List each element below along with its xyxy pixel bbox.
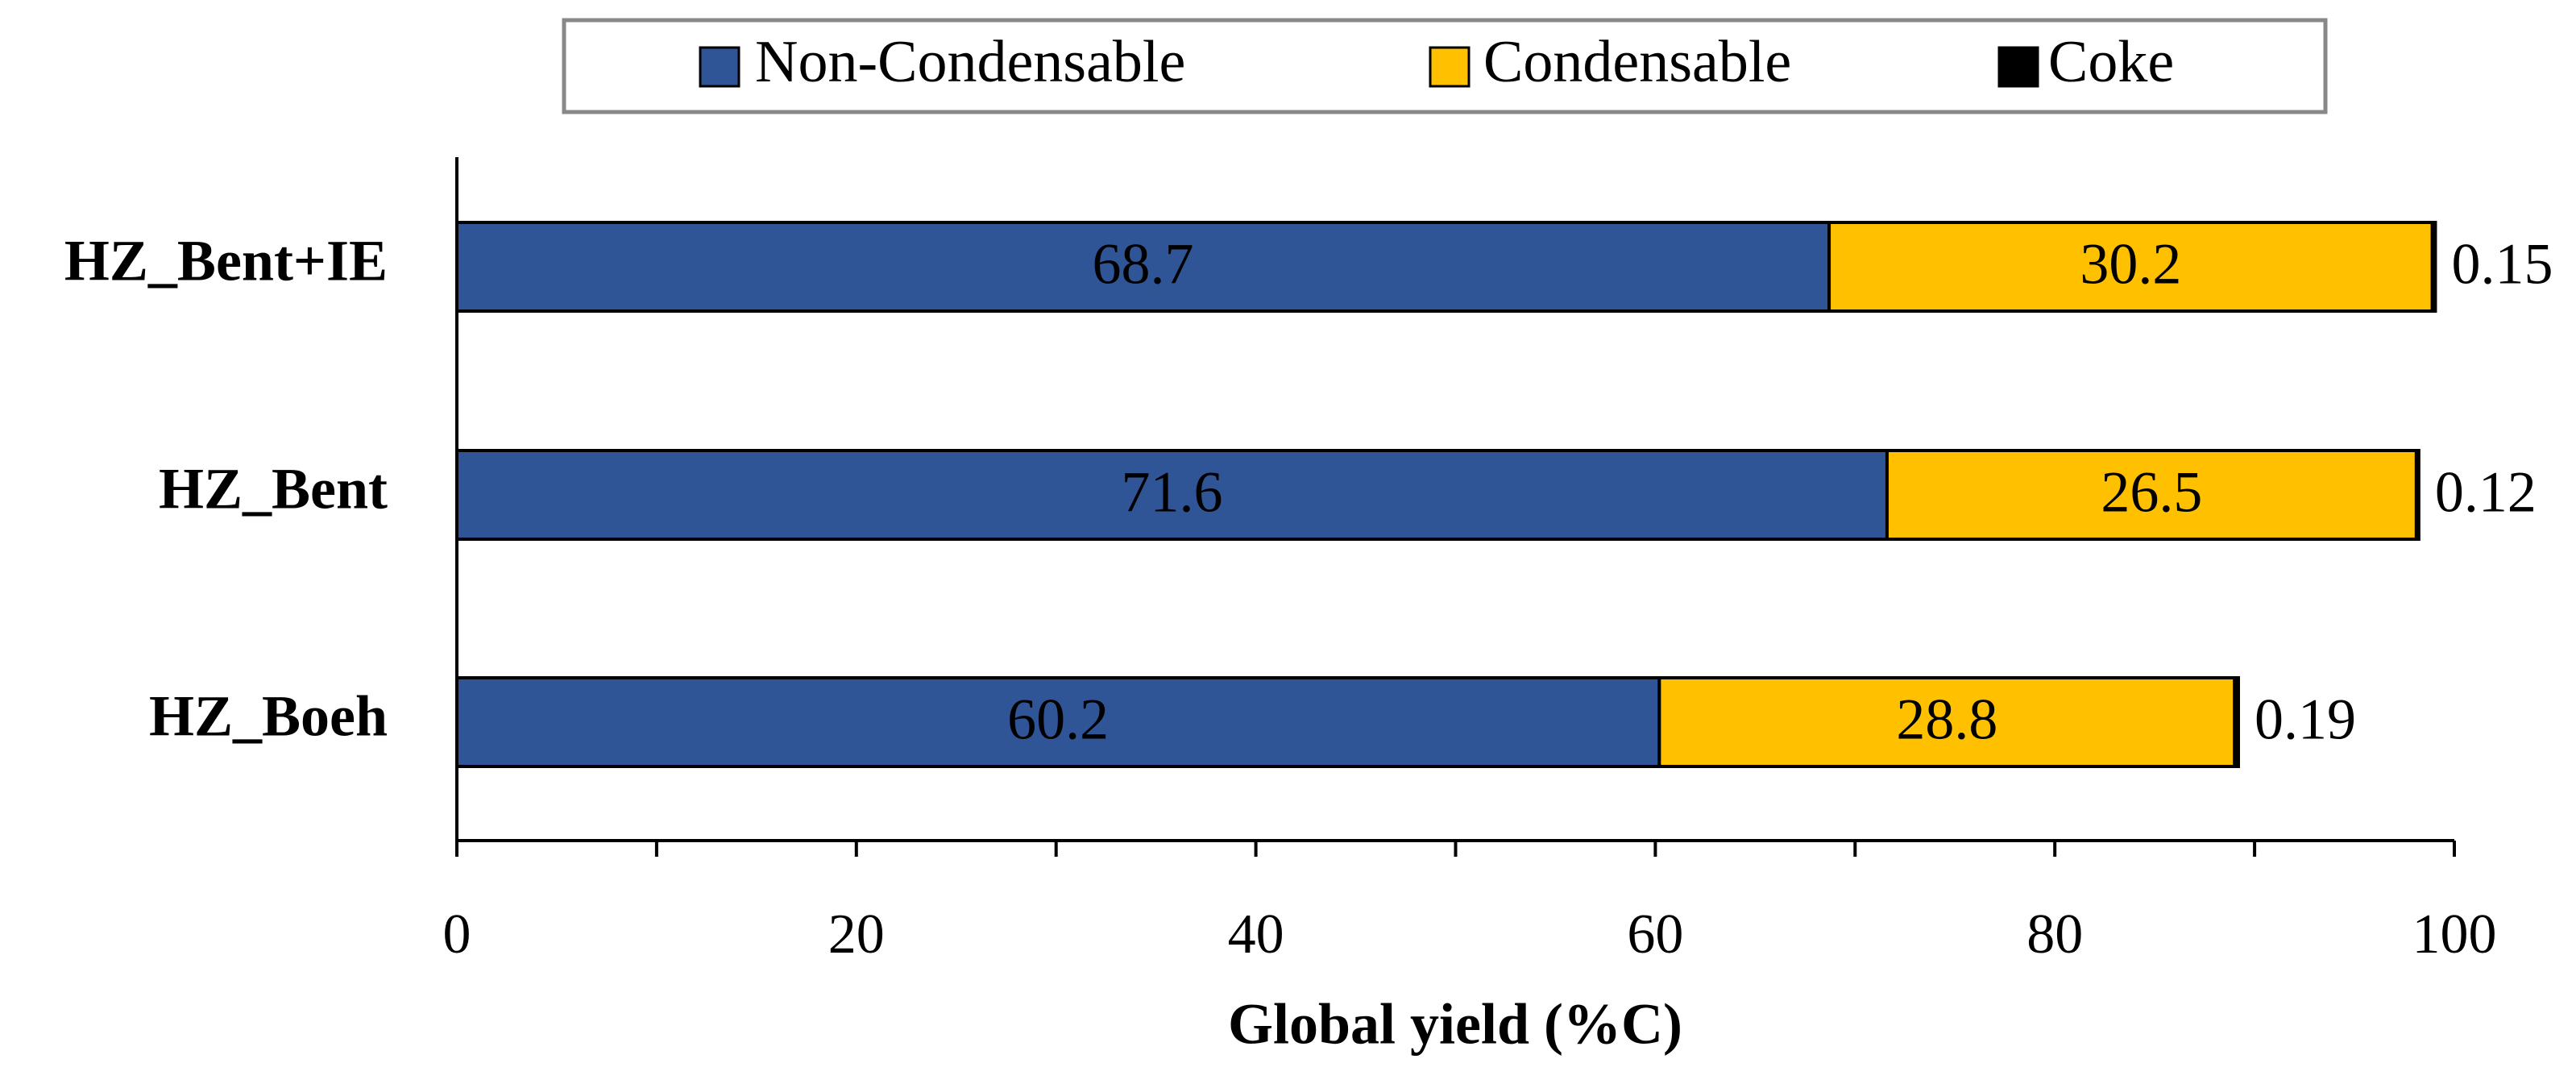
y-tick-label: HZ_Boeh: [149, 684, 388, 749]
data-label: 28.8: [1896, 687, 1997, 752]
x-tick-label: 0: [443, 903, 471, 966]
x-tick-label: 40: [1228, 903, 1284, 966]
x-tick-label: 100: [2412, 903, 2497, 966]
data-label: 0.15: [2451, 232, 2553, 297]
bar: [2414, 449, 2420, 541]
bar: [1657, 676, 2237, 768]
data-label: 0.19: [2255, 687, 2356, 752]
data-label: 30.2: [2080, 232, 2181, 297]
bar: [2233, 676, 2241, 768]
x-tick-label: 20: [828, 903, 885, 966]
bar: [455, 676, 1661, 768]
x-axis-title: Global yield (%C): [1228, 992, 1682, 1057]
legend-swatch: [1429, 46, 1471, 88]
legend-swatch: [1997, 46, 2039, 88]
bar: [1827, 221, 2434, 313]
data-label: 68.7: [1093, 232, 1194, 297]
data-label: 26.5: [2101, 460, 2202, 525]
x-tick-label: 80: [2026, 903, 2083, 966]
bar: [2430, 221, 2437, 313]
y-tick-label: HZ_Bent+IE: [64, 229, 388, 293]
data-label: 60.2: [1007, 687, 1109, 752]
legend-label: Non-Condensable: [755, 29, 1185, 95]
bar: [455, 221, 1831, 313]
legend-label: Coke: [2048, 29, 2174, 95]
data-label: 0.12: [2435, 460, 2537, 525]
bar: [455, 449, 1889, 541]
legend-label: Condensable: [1483, 29, 1791, 95]
legend-swatch: [699, 46, 740, 88]
bar: [1885, 449, 2418, 541]
data-label: 71.6: [1121, 460, 1222, 525]
y-tick-label: HZ_Bent: [159, 457, 388, 521]
x-tick-label: 60: [1627, 903, 1683, 966]
